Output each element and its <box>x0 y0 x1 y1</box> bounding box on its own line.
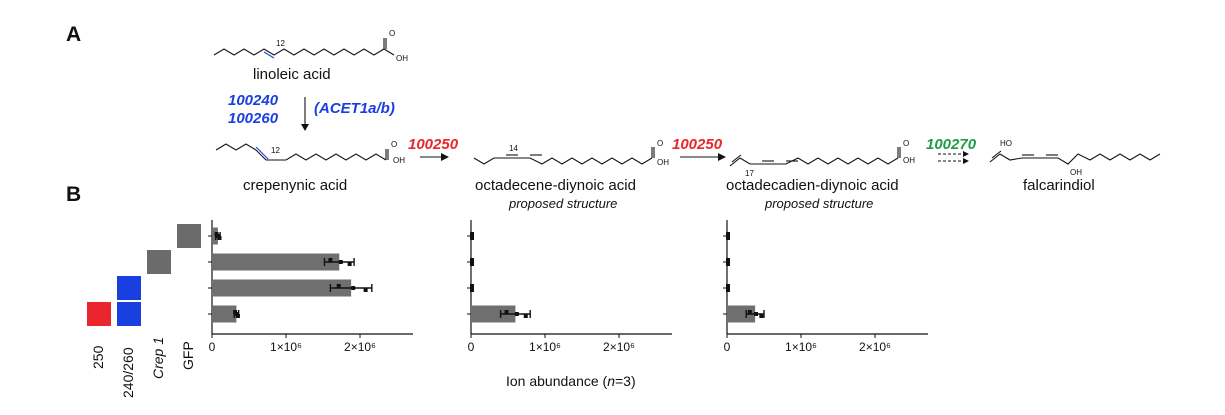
chart-0-x-tick-label: 2×10⁶ <box>344 340 376 354</box>
chart-1-data-point <box>470 288 474 292</box>
chart-0-data-point <box>363 288 368 292</box>
atom-label-14: 14 <box>509 144 518 153</box>
chart-0-x-tick-label: 1×10⁶ <box>270 340 302 354</box>
grid-cell-240-260-row3 <box>117 276 141 300</box>
label-linoleic-acid: linoleic acid <box>253 66 331 83</box>
grid-cell-gfp <box>177 224 201 248</box>
chart-2-bar <box>727 305 756 323</box>
chart-2-data-point <box>726 236 730 240</box>
atom-label-oh5: OH <box>1070 168 1082 177</box>
gene-acet1ab: (ACET1a/b) <box>314 100 395 117</box>
atom-label-ho: HO <box>1000 139 1012 148</box>
x-axis-title: Ion abundance (n=3) <box>506 373 636 389</box>
pathway-structures: 12 O OH 12 O OH 14 O OH 17 O OH HO OH <box>213 29 1161 178</box>
label-octadecene-diynoic-acid: octadecene-diynoic acid <box>475 177 636 194</box>
chart-0-data-point <box>235 314 240 318</box>
chart-1-x-tick-label: 0 <box>468 340 475 354</box>
chart-0-data-point <box>347 262 352 266</box>
falcarindiol-structure <box>989 153 1161 165</box>
octadecadien-diynoic-structure <box>729 157 899 167</box>
label-crepenynic-acid: crepenynic acid <box>243 177 348 194</box>
chart-2-data-point <box>726 288 730 292</box>
chart-1-data-point <box>523 314 528 318</box>
chart-1-x-tick-label: 1×10⁶ <box>529 340 561 354</box>
chart-2-data-point <box>754 312 759 316</box>
chart-2-data-point <box>747 310 752 314</box>
linoleic-acid-structure <box>213 48 385 56</box>
chart-1-data-point <box>470 262 474 266</box>
atom-label-oh: OH <box>396 54 408 63</box>
octadecene-diynoic-structure <box>473 157 653 165</box>
chart-0-data-point <box>328 258 333 262</box>
grid-cell-240-260-row4 <box>117 302 141 326</box>
atom-label-12: 12 <box>276 39 285 48</box>
atom-label-o: O <box>389 29 395 38</box>
panel-label-b: B <box>66 183 82 206</box>
grid-cell-crep1 <box>147 250 171 274</box>
atom-label-o4: O <box>903 139 909 148</box>
panel-label-a: A <box>66 23 82 46</box>
chart-1-data-point <box>470 236 474 240</box>
atom-label-oh4: OH <box>903 156 915 165</box>
atom-label-o3: O <box>657 139 663 148</box>
chart-0-data-point <box>351 286 356 290</box>
chart-0-bar <box>212 305 237 323</box>
label-falcarindiol: falcarindiol <box>1023 177 1095 194</box>
chart-1-data-point <box>504 310 509 314</box>
label-proposed-structure-1: proposed structure <box>509 196 618 211</box>
chart-2-x-tick-label: 0 <box>724 340 731 354</box>
chart-0-bar <box>212 279 352 297</box>
chart-0-data-point <box>217 236 222 240</box>
atom-label-17: 17 <box>745 169 754 178</box>
atom-label-oh3: OH <box>657 158 669 167</box>
grid-cell-250 <box>87 302 111 326</box>
chart-2-data-point <box>726 262 730 266</box>
crepenynic-acid-structure <box>215 143 387 161</box>
chart-1-x-tick-label: 2×10⁶ <box>603 340 635 354</box>
chart-0-data-point <box>336 284 341 288</box>
chart-0-bar <box>212 253 340 271</box>
chart-2-x-tick-label: 1×10⁶ <box>785 340 817 354</box>
atom-label-12b: 12 <box>271 146 280 155</box>
gene-100240: 100240 <box>228 92 279 109</box>
label-octadecadien-diynoic-acid: octadecadien-diynoic acid <box>726 177 899 194</box>
chart-1-data-point <box>514 312 519 316</box>
chart-1-bar <box>471 305 516 323</box>
chart-2-x-tick-label: 2×10⁶ <box>859 340 891 354</box>
chart-0-data-point <box>338 260 343 264</box>
gene-100250-a: 100250 <box>408 136 459 153</box>
gene-100260: 100260 <box>228 110 279 127</box>
label-proposed-structure-2: proposed structure <box>765 196 874 211</box>
gene-100270: 100270 <box>926 136 977 153</box>
atom-label-o2: O <box>391 140 397 149</box>
chart-0-x-tick-label: 0 <box>209 340 216 354</box>
chart-2-data-point <box>759 314 764 318</box>
gene-100250-b: 100250 <box>672 136 723 153</box>
atom-label-oh2: OH <box>393 156 405 165</box>
